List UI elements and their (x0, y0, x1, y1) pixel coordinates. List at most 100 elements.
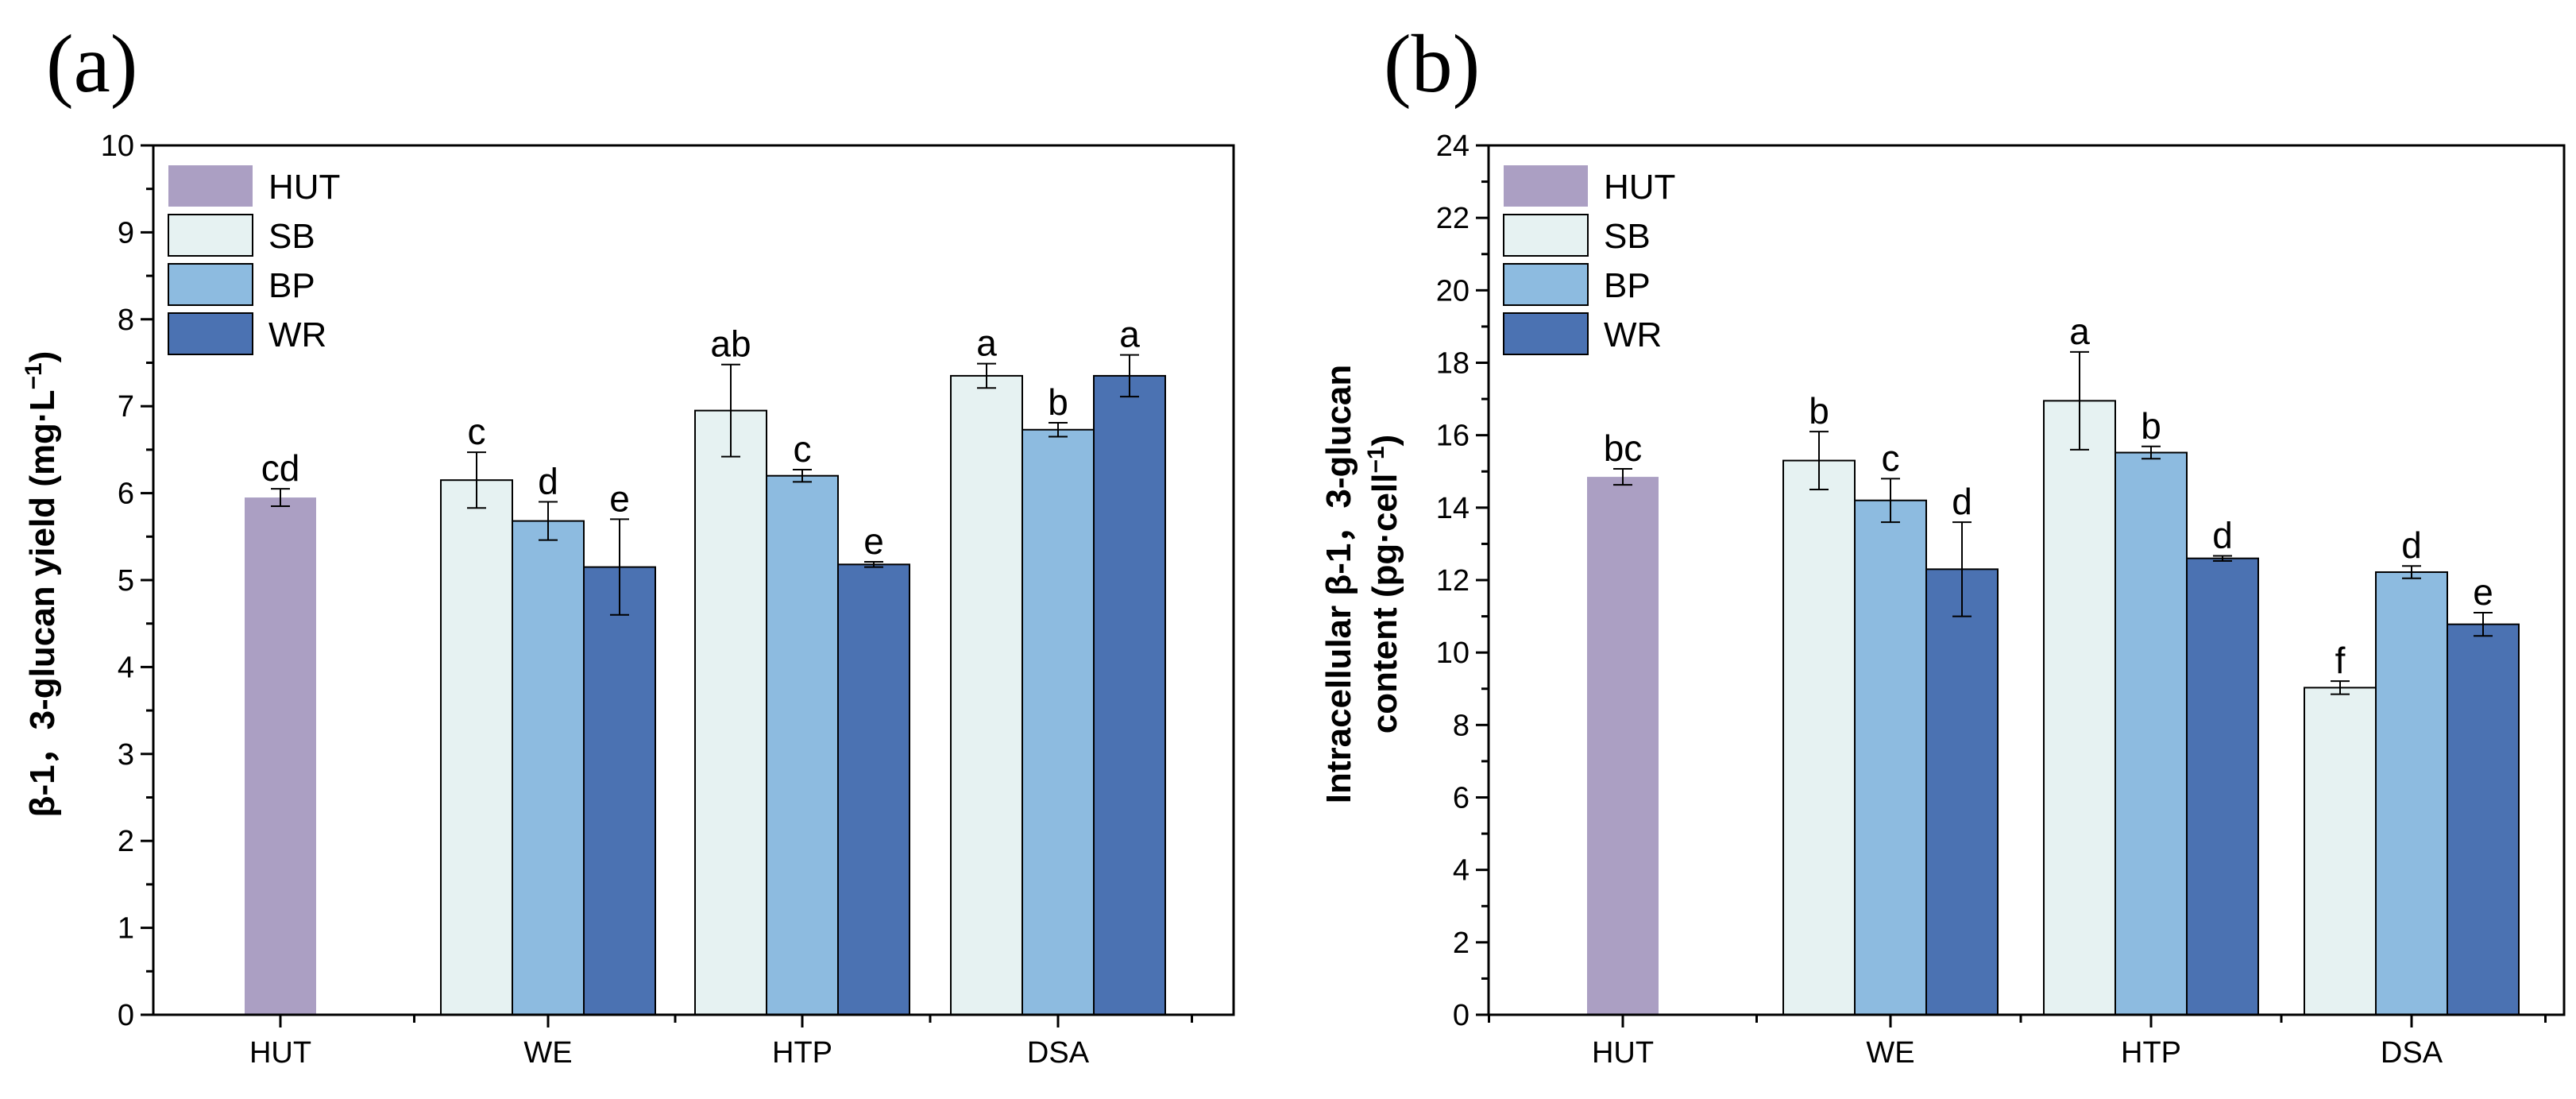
significance-label: a (2069, 311, 2090, 352)
bar-dsa-sb (2304, 687, 2377, 1016)
bar-dsa-wr (2447, 623, 2520, 1016)
significance-label: a (1119, 314, 1140, 355)
significance-label: e (609, 478, 630, 519)
y-tick-label: 5 (118, 564, 134, 598)
bar-htp-wr (2186, 557, 2259, 1016)
bar-dsa-bp (2375, 571, 2448, 1016)
y-tick-label: 9 (118, 216, 134, 250)
bar-htp-bp (766, 474, 839, 1016)
x-tick-label: HUT (249, 1036, 311, 1070)
legend-label-bp: BP (268, 266, 315, 305)
legend-label-sb: SB (1604, 217, 1651, 256)
x-tick-label: DSA (1027, 1036, 1090, 1070)
legend-swatch-sb (168, 214, 253, 257)
panel-a-ylabel-sup: −1 (21, 362, 47, 389)
legend-label-hut: HUT (268, 168, 340, 207)
bar-dsa-sb (950, 374, 1023, 1016)
y-tick-label: 10 (101, 130, 134, 163)
legend-swatch-wr (168, 312, 253, 355)
legend-label-sb: SB (268, 217, 315, 256)
y-tick-label: 6 (118, 478, 134, 511)
y-tick-label: 22 (1436, 202, 1470, 235)
panel-a-ylabel-end: ) (23, 351, 62, 363)
bar-we-bp (512, 520, 585, 1016)
bar-we-bp (1854, 499, 1927, 1016)
bar-htp-sb (694, 409, 767, 1016)
legend-swatch-bp (1503, 263, 1589, 306)
y-tick-label: 8 (1453, 709, 1470, 742)
significance-label: e (2473, 571, 2493, 613)
significance-label: d (2212, 514, 2233, 555)
significance-label: d (2401, 524, 2422, 566)
y-tick-label: 18 (1436, 347, 1470, 381)
significance-label: c (1882, 437, 1900, 478)
legend-label-wr: WR (268, 315, 326, 354)
bar-htp-wr (837, 563, 910, 1016)
significance-label: cd (261, 447, 300, 489)
bar-htp-sb (2043, 400, 2116, 1016)
x-tick-label: WE (1866, 1036, 1914, 1070)
significance-label: f (2335, 640, 2346, 681)
x-tick-label: WE (523, 1036, 572, 1070)
bar-hut-hut (245, 497, 316, 1015)
legend-swatch-hut (1504, 165, 1588, 207)
x-tick-label: HTP (772, 1036, 832, 1070)
legend-swatch-wr (1503, 312, 1589, 355)
y-tick-label: 24 (1436, 130, 1470, 163)
y-tick-label: 4 (1453, 854, 1470, 888)
significance-label: c (794, 428, 812, 470)
x-tick-label: HTP (2121, 1036, 2181, 1070)
significance-label: ab (710, 323, 751, 365)
y-tick-label: 12 (1436, 564, 1470, 598)
panel-b-ylabel-2: content (pg·cell−1) (1363, 435, 1404, 733)
y-tick-label: 4 (118, 651, 134, 684)
bar-we-wr (1925, 568, 1999, 1016)
legend-label-wr: WR (1604, 315, 1662, 354)
y-tick-label: 2 (118, 825, 134, 858)
legend-swatch-bp (168, 263, 253, 306)
significance-label: d (538, 461, 558, 502)
y-tick-label: 8 (118, 304, 134, 337)
significance-label: b (2141, 405, 2161, 447)
panel-b-ylabel-main: content (pg·cell (1365, 474, 1404, 734)
y-tick-label: 0 (1453, 999, 1470, 1032)
bar-dsa-bp (1022, 428, 1095, 1016)
y-tick-label: 16 (1436, 420, 1470, 453)
panel-a-ylabel-main: β-1，3-glucan yield (mg·L (23, 390, 62, 818)
panel-a-ylabel: β-1，3-glucan yield (mg·L−1) (21, 351, 62, 818)
y-tick-label: 10 (1436, 637, 1470, 670)
significance-label: bc (1604, 428, 1643, 469)
legend-swatch-hut (168, 165, 253, 207)
legend-swatch-sb (1503, 214, 1589, 257)
y-tick-label: 20 (1436, 274, 1470, 308)
y-tick-label: 3 (118, 738, 134, 772)
significance-label: d (1952, 481, 1972, 522)
legend-label-hut: HUT (1604, 168, 1675, 207)
y-tick-label: 6 (1453, 782, 1470, 815)
y-tick-label: 0 (118, 999, 134, 1032)
y-tick-label: 14 (1436, 492, 1470, 525)
y-tick-label: 1 (118, 912, 134, 946)
significance-label: b (1809, 390, 1829, 431)
x-tick-label: DSA (2381, 1036, 2443, 1070)
x-tick-label: HUT (1592, 1036, 1654, 1070)
bar-we-sb (1782, 459, 1856, 1016)
bar-hut-hut (1587, 477, 1659, 1015)
legend-label-bp: BP (1604, 266, 1651, 305)
significance-label: e (863, 520, 884, 562)
bar-we-wr (583, 566, 656, 1016)
y-tick-label: 2 (1453, 927, 1470, 960)
y-tick-label: 7 (118, 390, 134, 424)
bar-we-sb (440, 479, 513, 1016)
panel-b-ylabel: Intracellular β-1，3-glucan (1319, 365, 1358, 804)
panel-a-label: (a) (46, 18, 137, 110)
bar-htp-bp (2114, 451, 2188, 1016)
panel-b-ylabel-end: ) (1365, 435, 1404, 447)
panel-b-ylabel-line1: Intracellular β-1，3-glucan (1319, 365, 1358, 804)
significance-label: a (976, 323, 997, 364)
panel-b-label: (b) (1384, 18, 1480, 110)
significance-label: c (468, 411, 486, 452)
bar-dsa-wr (1093, 374, 1166, 1016)
